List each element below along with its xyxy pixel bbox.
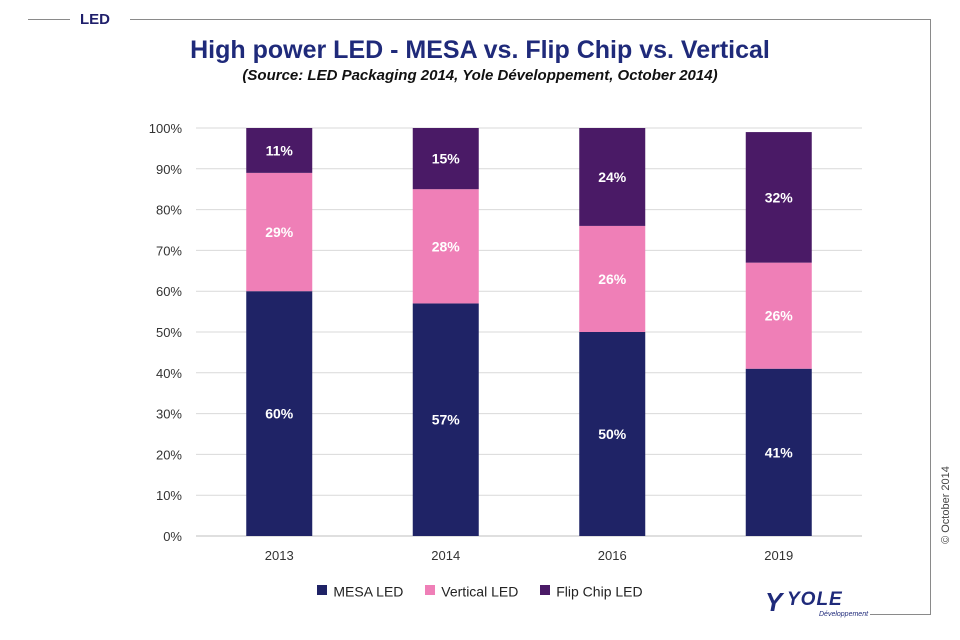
data-label: 24%: [598, 169, 627, 185]
frame-line-top-left: [28, 19, 70, 20]
data-label: 28%: [432, 238, 461, 254]
y-tick-label: 30%: [156, 407, 182, 422]
data-label: 32%: [765, 189, 794, 205]
y-tick-label: 0%: [163, 529, 182, 544]
chart-legend: MESA LED Vertical LED Flip Chip LED: [0, 582, 960, 599]
frame-line-bottom: [870, 614, 931, 615]
bar-segment: [745, 262, 812, 369]
data-label: 26%: [765, 308, 794, 324]
bar-segment: [246, 291, 313, 536]
data-label: 50%: [598, 426, 627, 442]
data-label: 41%: [765, 444, 794, 460]
y-tick-label: 100%: [149, 121, 183, 136]
y-tick-label: 90%: [156, 162, 182, 177]
x-tick-label: 2019: [764, 548, 793, 563]
legend-label-mesa: MESA LED: [333, 583, 404, 600]
y-tick-label: 80%: [156, 203, 182, 218]
copyright-note: © October 2014: [940, 466, 952, 544]
legend-swatch-flip-chip: [540, 585, 551, 596]
bar-segment: [579, 128, 646, 226]
logo-mark: Y: [765, 587, 783, 617]
y-tick-label: 60%: [156, 284, 182, 299]
y-tick-label: 10%: [156, 488, 182, 503]
y-tick-label: 70%: [156, 243, 182, 258]
legend-swatch-mesa: [317, 585, 328, 596]
y-tick-label: 20%: [156, 447, 182, 462]
legend-label-vertical: Vertical LED: [441, 583, 519, 600]
bar-segment: [412, 128, 479, 190]
section-tag: LED: [80, 11, 110, 28]
x-tick-label: 2016: [598, 548, 627, 563]
y-tick-label: 50%: [156, 325, 182, 340]
chart-title: High power LED - MESA vs. Flip Chip vs. …: [190, 36, 770, 64]
frame-line-right: [930, 19, 931, 614]
x-tick-label: 2014: [431, 548, 460, 563]
bar-segment: [246, 128, 313, 173]
bar-segment: [579, 225, 646, 332]
x-tick-label: 2013: [265, 548, 294, 563]
legend-label-flip-chip: Flip Chip LED: [556, 583, 643, 600]
legend-item-mesa: MESA LED: [317, 582, 403, 599]
data-label: 29%: [265, 224, 294, 240]
bar-segment: [412, 189, 479, 304]
legend-item-flip-chip: Flip Chip LED: [540, 582, 643, 600]
bar-segment: [246, 172, 313, 292]
data-label: 11%: [266, 142, 294, 158]
frame-line-top-right: [130, 19, 930, 20]
logo-sub: Développement: [819, 611, 869, 618]
legend-item-vertical: Vertical LED: [425, 582, 518, 599]
chart-subtitle: (Source: LED Packaging 2014, Yole Dévelo…: [242, 67, 718, 84]
legend-swatch-vertical: [425, 585, 436, 596]
bar-segment: [412, 303, 479, 536]
data-label: 60%: [265, 406, 294, 422]
y-tick-label: 40%: [156, 366, 182, 381]
bar-segment: [745, 368, 812, 536]
bar-segment: [745, 132, 812, 263]
logo-name: YOLE: [787, 589, 843, 610]
data-label: 15%: [432, 151, 461, 167]
data-label: 26%: [598, 271, 627, 287]
bar-segment: [579, 332, 646, 536]
data-label: 57%: [432, 412, 461, 428]
